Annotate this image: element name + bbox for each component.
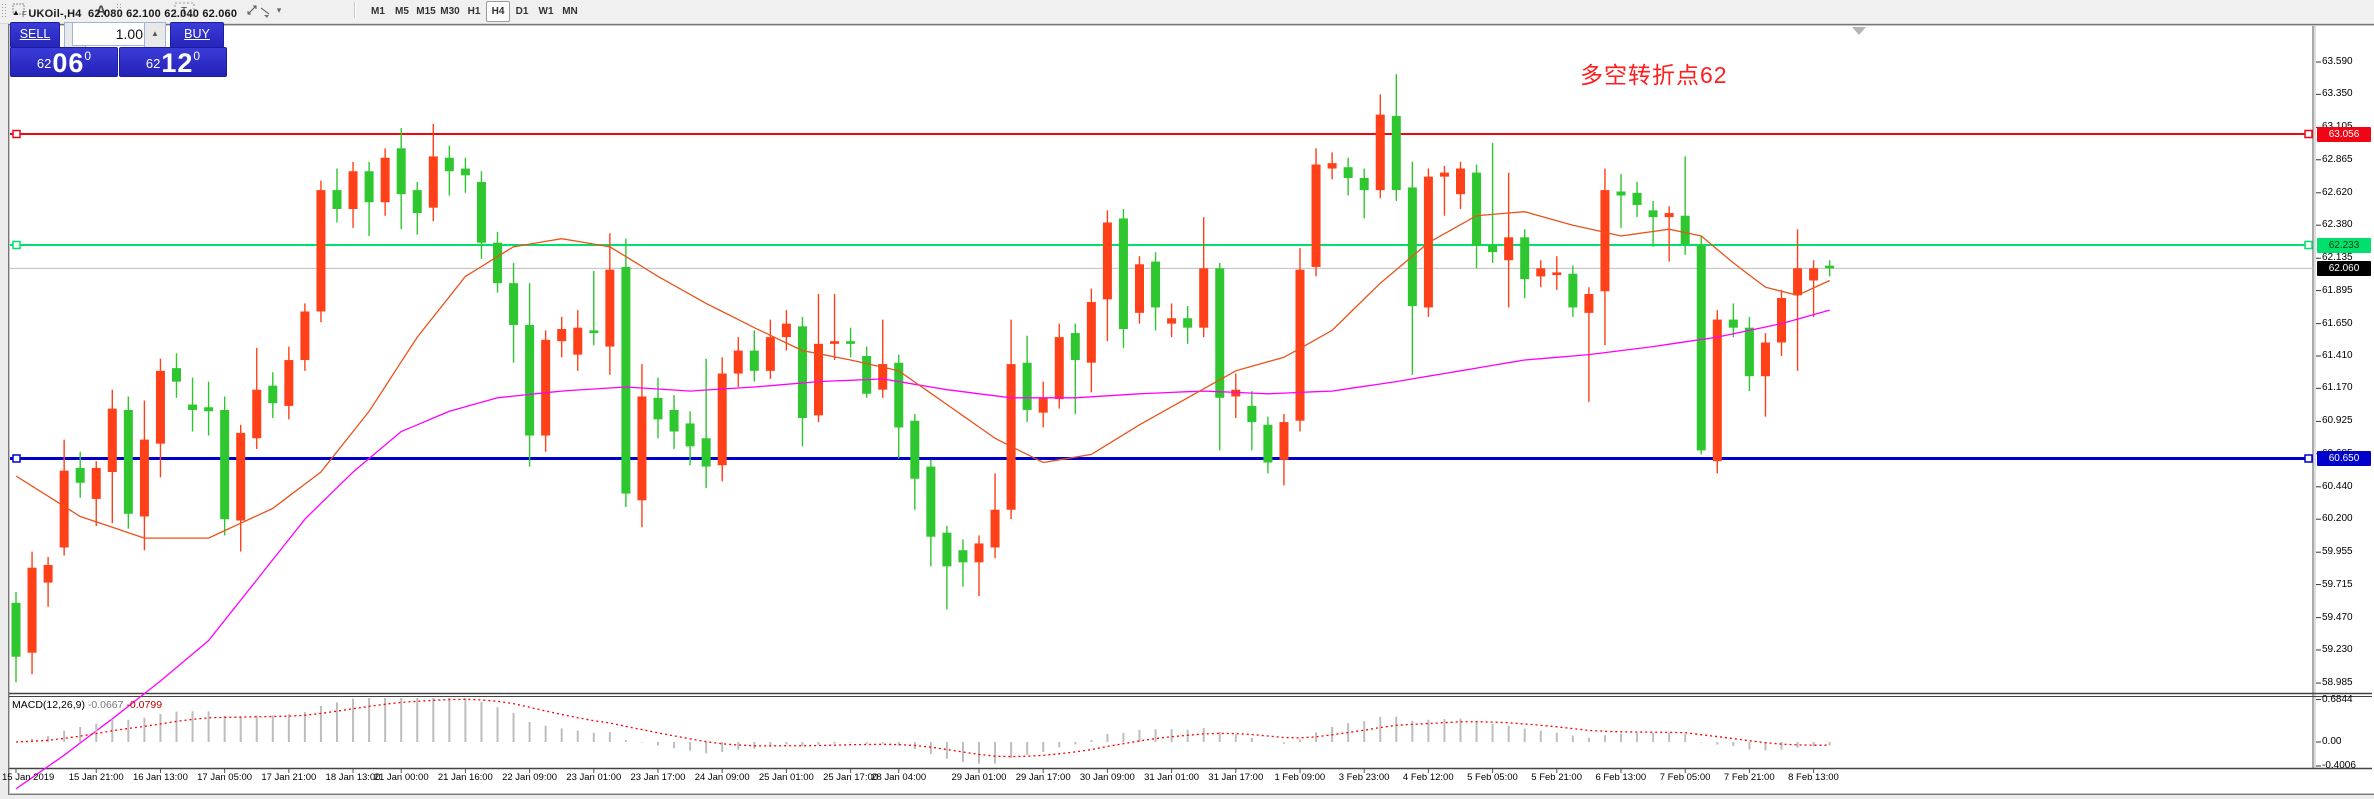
text-box-icon[interactable]: T [172,1,198,19]
time-axis-label: 25 Jan 01:00 [758,772,814,783]
price-axis-tick: 62.620 [2322,186,2353,198]
macd-axis-label: 0.00 [2322,736,2342,747]
time-axis-label: 31 Jan 17:00 [1208,772,1264,783]
volume-increase-button[interactable]: ▲ [144,22,166,48]
time-axis-label: 7 Feb 21:00 [1723,772,1775,783]
timeframe-button-d1[interactable]: D1 [515,6,529,17]
time-axis-label: 30 Jan 09:00 [1079,772,1135,783]
buy-button[interactable]: BUY [170,22,224,48]
time-axis-label: 21 Jan 16:00 [437,772,493,783]
price-axis-tick: 59.715 [2322,578,2353,590]
price-axis-tick: 60.200 [2322,513,2353,525]
time-axis-label: 21 Jan 00:00 [373,772,429,783]
timeframe-button-m30[interactable]: M30 [440,6,460,17]
current-price-tag: 62.060 [2317,260,2371,276]
svg-text:T: T [181,6,187,17]
time-axis-label: 31 Jan 01:00 [1144,772,1200,783]
time-axis-label: 16 Jan 13:00 [132,772,188,783]
timeframe-button-m15[interactable]: M15 [416,6,436,17]
support-green-line-tag: 62.233 [2317,237,2371,253]
macd-main-value: -0.0667 [87,699,124,711]
templates-grid-icon[interactable]: F [8,1,32,19]
toolbar-grip-2[interactable] [116,3,121,17]
time-axis-label: 18 Jan 13:00 [325,772,381,783]
time-axis-label: 6 Feb 13:00 [1595,772,1647,783]
price-axis-tick: 61.170 [2322,382,2353,394]
sell-price-display[interactable]: 62 06 0 [10,47,118,77]
price-axis-tick: 59.470 [2322,611,2353,623]
toolbar-separator [354,2,355,18]
price-axis-tick: 61.410 [2322,349,2353,361]
timeframe-button-m5[interactable]: M5 [395,6,409,17]
time-axis-label: 25 Jan 17:00 [823,772,879,783]
text-label-icon[interactable]: A [95,2,107,18]
time-axis-label: 5 Feb 05:00 [1467,772,1518,783]
symbol-header: ▲ UKOil-,H4 62.080 62.100 62.040 62.060 [12,8,237,20]
timeframe-button-mn[interactable]: MN [562,6,578,17]
price-axis-tick: 59.955 [2322,546,2353,558]
time-axis-label: 17 Jan 21:00 [261,772,317,783]
time-axis-label: 17 Jan 05:00 [197,772,253,783]
price-axis-tick: 61.650 [2322,317,2353,329]
price-axis-tick: 58.985 [2322,677,2353,689]
buy-price-display[interactable]: 62 12 0 [119,47,227,77]
time-axis-label: 23 Jan 17:00 [630,772,686,783]
time-axis-label: 1 Feb 09:00 [1274,772,1326,783]
price-axis-tick: 63.590 [2322,56,2353,67]
time-axis-label: 29 Jan 01:00 [951,772,1007,783]
timeframe-button-m1[interactable]: M1 [371,6,385,17]
collapse-triangle-icon[interactable]: ▲ [12,8,21,17]
top-toolbar: F A T ▾ M1 M5 M15 M30 H1 H4 D1 W1 MN [0,0,2374,24]
timeframe-button-w1[interactable]: W1 [538,6,554,17]
price-axis-tick: 59.230 [2322,643,2353,655]
price-axis-tick: 61.895 [2322,284,2353,296]
time-axis-label: 8 Feb 13:00 [1788,772,1839,783]
sell-button[interactable]: SELL [10,22,60,48]
time-axis-label: 5 Feb 21:00 [1531,772,1583,783]
resistance-line-tag: 63.056 [2317,126,2371,142]
macd-axis-label: -0.4006 [2322,760,2356,771]
price-axis-tick: 60.440 [2322,480,2353,492]
toolbar-grip[interactable] [1,3,6,17]
time-axis-label: 22 Jan 09:00 [502,772,558,783]
price-axis-tick: 62.135 [2322,252,2353,264]
macd-signal-value: -0.0799 [126,699,163,711]
line-studies-icon[interactable] [243,1,273,19]
price-axis-tick: 63.350 [2322,88,2353,100]
price-axis-tick: 62.865 [2322,153,2353,165]
symbol-name: UKOil-,H4 [28,8,82,20]
chart-annotation-text[interactable]: 多空转折点62 [1580,62,1728,88]
time-axis-label: 24 Jan 09:00 [694,772,750,783]
symbol-ohlc: 62.080 62.100 62.040 62.060 [88,8,238,20]
timeframe-button-h4[interactable]: H4 [486,1,510,22]
time-axis-label: 28 Jan 04:00 [871,772,927,783]
macd-axis-label: 0.6844 [2322,693,2353,705]
timeframe-button-h1[interactable]: H1 [467,6,481,17]
svg-text:F: F [22,10,27,18]
support-blue-line-tag: 60.650 [2317,450,2371,466]
time-axis-label: 29 Jan 17:00 [1015,772,1071,783]
volume-input[interactable]: 1.00 [72,22,152,46]
time-axis-label: 4 Feb 12:00 [1402,772,1454,783]
macd-indicator-label: MACD(12,26,9) -0.0667 -0.0799 [12,699,163,711]
time-axis-label: 23 Jan 01:00 [566,772,622,783]
time-axis-label: 3 Feb 23:00 [1338,772,1390,783]
price-axis-tick: 62.380 [2322,219,2353,231]
time-axis-label: 15 Jan 2019 [2,772,55,783]
time-axis-label: 7 Feb 05:00 [1659,772,1711,783]
price-axis-tick: 60.925 [2322,415,2353,427]
dropdown-caret-icon[interactable]: ▾ [276,4,282,15]
time-axis-label: 15 Jan 21:00 [68,772,124,783]
